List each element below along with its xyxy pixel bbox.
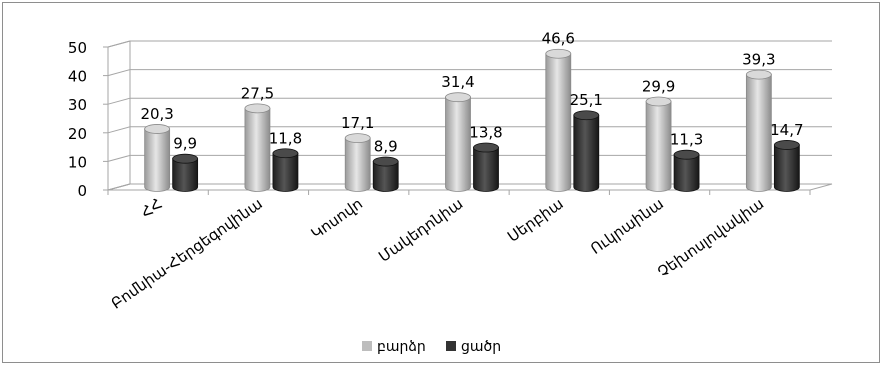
value-label-low: 25,1 [570,91,603,109]
gridline [107,40,832,48]
bar-low-body [372,161,399,192]
bar-low [673,149,700,192]
bar-low-body [473,147,499,192]
bar-high-top [144,124,171,134]
bar-low-body [272,152,299,192]
y-tick-label: 40 [68,68,87,86]
category-label: Չեխոսլովակիա [654,195,767,282]
legend-label-low: ցածր [461,339,501,355]
value-label-high: 39,3 [742,51,775,69]
bar-low-top [773,140,800,150]
bar-low [372,156,399,192]
value-label-low: 14,7 [770,121,803,139]
bar-low [573,110,600,192]
gridline [107,69,832,77]
value-label-high: 31,4 [441,73,474,91]
bars-layer [144,48,800,192]
bar-high-body [545,53,572,192]
legend: բարձր ցածր [362,339,501,355]
legend-swatch-high [362,341,372,351]
bar-low-body [573,114,600,192]
bar-high-top [244,103,271,114]
value-label-high: 27,5 [241,84,274,102]
bar-low [473,142,499,192]
bar-low [773,140,800,192]
bar-high [244,103,271,192]
bar-high-top [645,96,672,107]
bar-high [344,133,371,192]
value-label-high: 20,3 [140,105,173,123]
bar-high-body [645,101,672,192]
category-label: ՀՀ [138,195,166,222]
bar-low-top [272,148,299,159]
bar-high-top [344,133,371,143]
value-label-high: 29,9 [642,77,675,95]
value-label-low: 13,8 [469,124,502,142]
bar-low-top [172,153,199,164]
value-label-high: 17,1 [341,114,374,132]
bar-high [545,48,572,192]
bar-high-body [144,128,171,192]
bar-low-top [473,142,499,153]
category-label: Կոսովո [308,195,366,243]
bar-low-top [673,149,700,160]
bar-high-top [745,69,772,80]
bar-low-body [773,144,800,192]
bar-low-body [172,158,199,192]
bar-low [172,153,199,192]
y-tick-label: 20 [68,125,87,143]
bar-high-body [344,137,371,192]
value-label-low: 8,9 [374,138,398,156]
bar-high [144,124,171,192]
category-label: Ուկրաինա [587,195,667,258]
legend-label-high: բարձր [377,339,426,355]
value-label-low: 9,9 [173,135,197,153]
category-label: Սերբիա [504,195,566,246]
bar-high-top [445,92,471,103]
bar-low-body [673,154,700,192]
bar-high [745,69,772,192]
bar-high-body [445,96,471,192]
value-label-high: 46,6 [542,30,575,48]
legend-swatch-low [446,341,456,351]
y-tick-label: 10 [68,153,87,171]
bar-low-top [372,156,399,167]
bar-high-body [745,74,772,192]
category-label: Բոմնիա-Հերցեգովինա [108,195,266,313]
bar-high-body [244,107,271,192]
category-label: Մակեդոնիա [375,195,466,266]
gridline [107,97,832,105]
value-label-low: 11,3 [670,131,703,149]
bar-low [272,148,299,192]
bar-high-top [545,48,572,59]
bar-low-top [573,110,600,121]
bar-high [645,96,672,192]
side-wall [107,40,131,191]
value-label-low: 11,8 [269,129,302,147]
y-tick-label: 30 [68,96,87,114]
y-tick-label: 50 [68,39,87,57]
axis-layer: 0 10 20 30 40 50 [68,39,811,200]
bar-high [445,92,471,192]
y-tick-label: 0 [77,182,87,200]
